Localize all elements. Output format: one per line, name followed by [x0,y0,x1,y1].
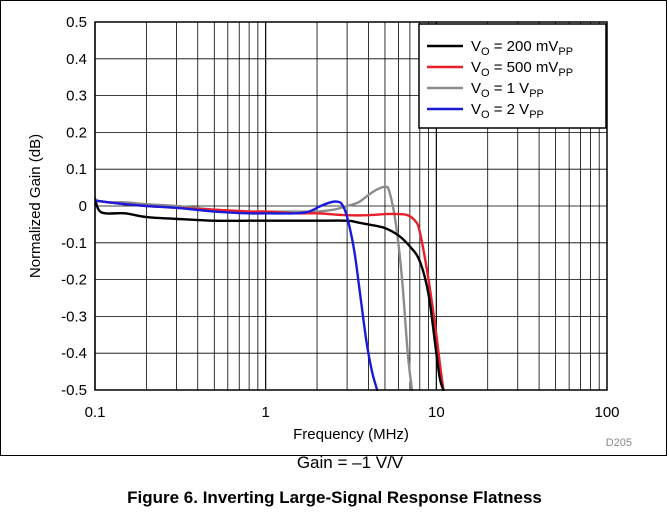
series-line-3 [95,199,379,391]
tick-labels: 0.5 0.4 0.3 0.2 0.1 0 -0.1 -0.2 -0.3 -0.4 -0.5 0.1 1… [61,14,619,421]
legend-label: VO = 500 mVPP [471,59,573,79]
legend-item: VO = 2 VPP [427,101,544,121]
x-tick-label: 1 [261,404,269,421]
y-tick-label: 0.2 [66,124,87,141]
chart-svg: 0.5 0.4 0.3 0.2 0.1 0 -0.1 -0.2 -0.3 -0.4 -0.5 0.1 1… [27,14,632,470]
y-tick-label: -0.2 [61,272,87,289]
legend-label: VO = 2 VPP [471,101,544,121]
y-tick-label: -0.5 [61,382,87,399]
y-tick-label: 0.1 [66,161,87,178]
y-tick-label: 0.4 [66,51,87,68]
series-layer [95,185,445,391]
y-tick-label: 0.5 [66,14,87,31]
y-tick-label: -0.1 [61,235,87,252]
figure-frame [0,0,667,456]
x-tick-label: 0.1 [85,404,106,421]
legend-item: VO = 200 mVPP [427,38,573,58]
plot-border [94,21,608,391]
legend-box [418,23,607,129]
x-axis-title: Frequency (MHz) [293,426,409,443]
y-tick-label: 0 [79,198,87,215]
gain-condition: Gain = –1 V/V [297,453,404,470]
series-line-1 [95,199,445,391]
x-tick-label: 10 [428,404,445,421]
x-tick-label: 100 [594,404,619,421]
figure-caption: Figure 6. Inverting Large-Signal Respons… [127,488,542,507]
legend-label: VO = 200 mVPP [471,38,573,58]
legend-item: VO = 500 mVPP [427,59,573,79]
y-tick-label: -0.4 [61,345,87,362]
y-axis-title: Normalized Gain (dB) [27,134,44,278]
legend-item: VO = 1 VPP [427,80,544,100]
series-line-2 [95,185,414,391]
y-tick-label: -0.3 [61,308,87,325]
y-tick-label: 0.3 [66,88,87,105]
legend-label: VO = 1 VPP [471,80,544,100]
series-line-0 [95,197,445,391]
figure-code: D205 [606,437,632,449]
